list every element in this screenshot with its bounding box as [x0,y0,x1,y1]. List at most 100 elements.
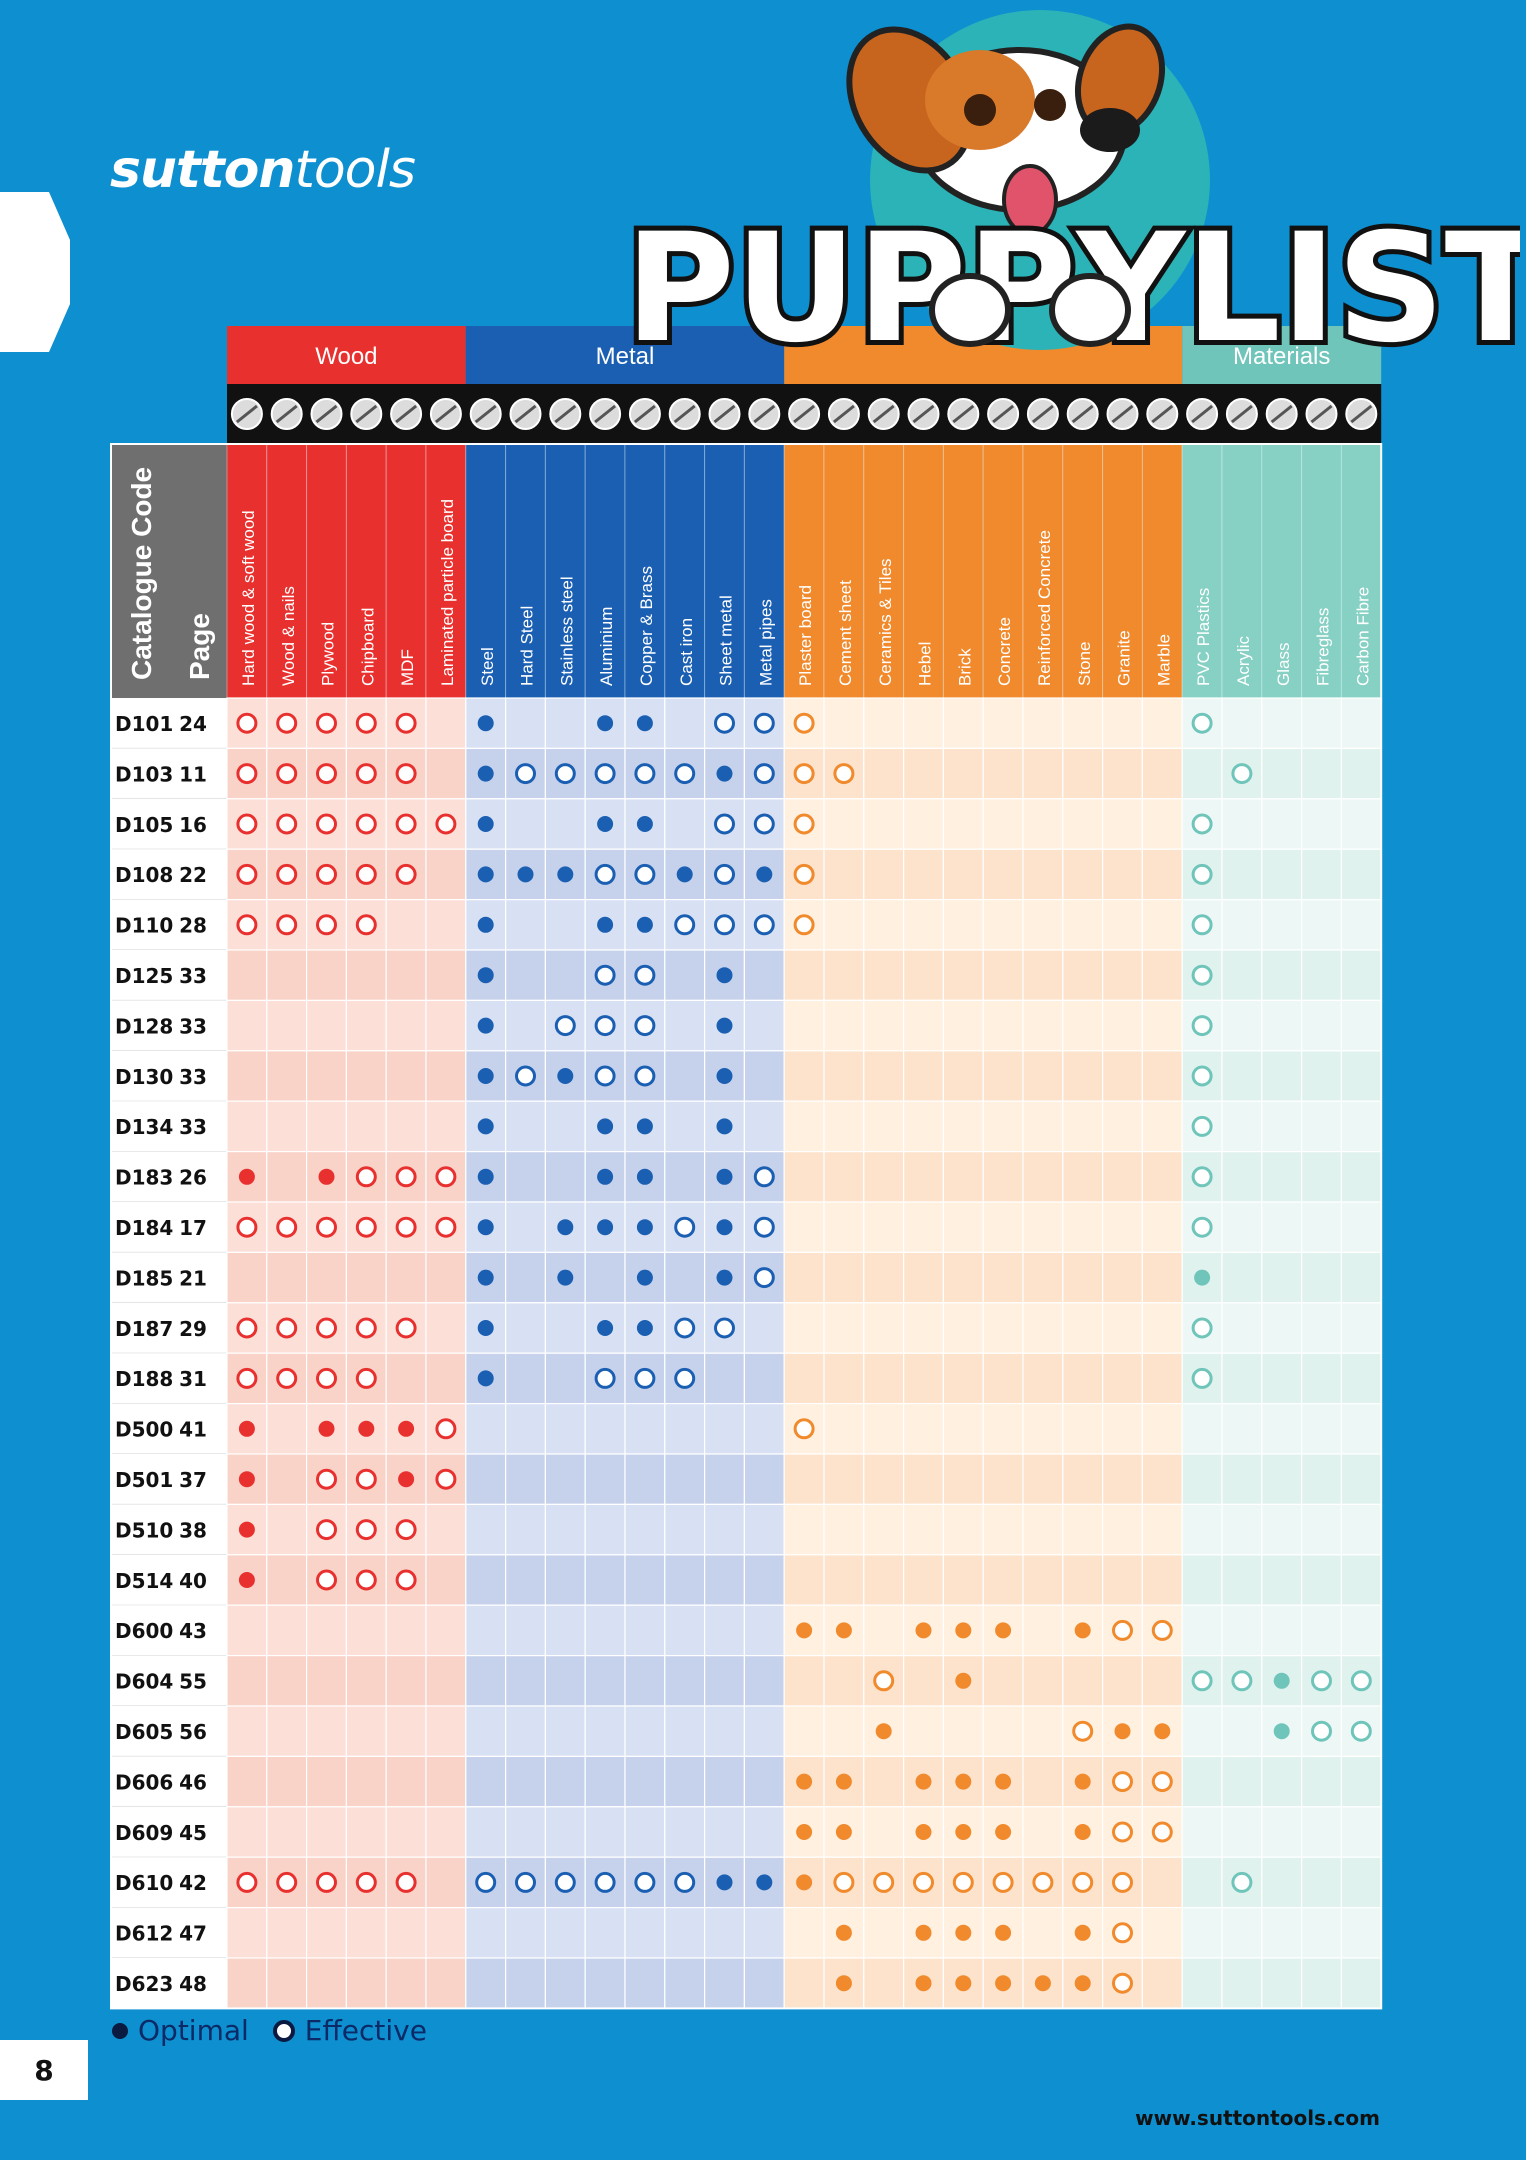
table-cell [1022,1503,1064,1556]
optimal-dot [915,1975,932,1992]
catalogue-code-header [111,444,169,698]
page-ref: 16 [179,813,207,837]
page-header [169,444,227,698]
optimal-dot [676,866,693,883]
table-cell [1062,1251,1104,1304]
table-cell [226,1654,268,1707]
material-icon-stroke [1031,404,1054,424]
optimal-dot [358,1420,375,1437]
table-cell [1221,1453,1263,1506]
page-header-label: Page [184,613,215,680]
table-cell [1300,1554,1342,1606]
effective-dot [1191,863,1213,885]
table-cell [425,1654,467,1707]
material-icon-stroke [1230,404,1253,424]
table-cell [1062,848,1104,901]
table-cell [942,1302,984,1354]
page-ref: 33 [179,1065,207,1089]
optimal-dot [1074,1773,1091,1790]
optimal-dot [1034,1975,1051,1992]
table-cell [584,1604,626,1657]
effective-dot [714,712,735,734]
table-cell [863,898,905,951]
table-cell [385,1251,427,1304]
table-cell [823,898,865,951]
table-cell [425,1856,467,1909]
table-cell [1062,1100,1104,1153]
table-cell [624,1654,666,1707]
page-ref: 33 [179,964,207,988]
table-cell [743,1302,785,1354]
table-cell [1261,1050,1303,1102]
effective-dot [793,1418,815,1440]
table-cell [783,949,825,1002]
column-header-cell [704,443,745,699]
effective-dot [833,763,855,785]
catalogue-code: D610 [115,1871,173,1895]
table-cell [703,1957,745,2010]
table-cell [1221,1957,1263,2010]
table-cell [465,1806,507,1858]
table-cell [624,1503,666,1556]
optimal-dot [636,1269,653,1286]
page-ref: 28 [179,914,207,938]
table-cell [1022,898,1064,951]
table-cell [505,1906,547,1959]
table-cell [1062,1302,1104,1354]
table-cell [1300,999,1342,1052]
catalogue-code: D604 [115,1670,173,1694]
optimal-dot [636,1118,653,1135]
table-cell [306,1604,348,1657]
effective-dot [1191,1216,1213,1238]
optimal-dot [915,1773,932,1790]
table-cell [385,1352,427,1405]
table-cell [863,949,905,1002]
table-cell [306,1806,348,1858]
table-cell [1340,898,1382,951]
row-label-bg [111,1756,227,1807]
table-cell [1022,1705,1064,1758]
table-cell [1340,1352,1382,1405]
effective-dot [594,1065,616,1087]
table-cell [743,1050,785,1102]
effective-dot [276,1317,298,1339]
table-cell [783,1150,825,1203]
table-cell [863,1906,905,1959]
table-cell [902,848,944,901]
table-cell [1022,1251,1064,1304]
table-cell [743,1705,785,1758]
table-cell [1101,1654,1143,1707]
effective-dot [1112,1972,1133,1994]
column-header-label: Cement sheet [836,580,855,686]
table-cell [544,1402,586,1455]
table-cell [1300,1201,1342,1254]
column-header-label: Sheet metal [717,595,736,686]
table-cell [1261,1755,1303,1808]
table-cell [703,1806,745,1858]
effective-dot [634,763,656,785]
table-cell [544,1957,586,2010]
table-cell [1181,747,1223,800]
table-cell [1141,1503,1183,1556]
table-cell [505,1806,547,1858]
optimal-dot [477,967,494,984]
table-cell [505,1402,547,1455]
material-icon-stroke [514,404,537,424]
table-cell [624,1755,666,1808]
dog-paw-left [929,273,1011,347]
table-cell [664,697,706,750]
optimal-dot [597,1219,614,1236]
optimal-dot [955,1924,972,1941]
table-cell [1141,1352,1183,1405]
table-cell [1101,1201,1143,1254]
table-cell [584,1402,626,1455]
table-cell [863,1755,905,1808]
effective-dot [634,1065,656,1087]
row-label-bg [111,1151,227,1202]
page-ref: 29 [179,1317,207,1341]
row-label-bg [111,698,227,749]
table-cell [226,1906,268,1959]
table-cell [783,1604,825,1657]
table-cell [783,1100,825,1153]
table-cell [664,1806,706,1858]
